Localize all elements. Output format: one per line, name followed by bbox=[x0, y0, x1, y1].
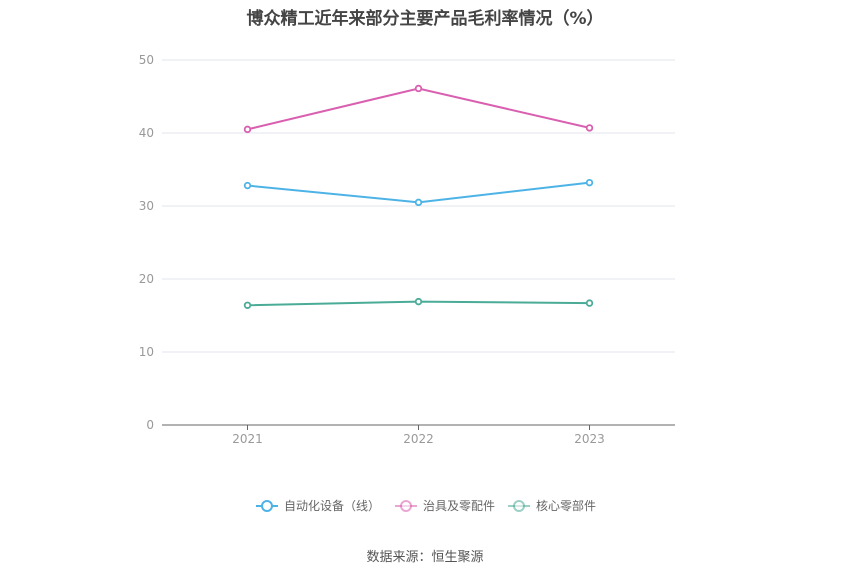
series-point-0[interactable] bbox=[414, 198, 423, 207]
x-tick-label: 2023 bbox=[574, 432, 605, 446]
y-tick-label: 0 bbox=[146, 418, 154, 432]
legend-label-0[interactable]: 自动化设备（线） bbox=[284, 499, 380, 513]
legend-label-1[interactable]: 治具及零配件 bbox=[423, 499, 495, 513]
series-point-1[interactable] bbox=[243, 125, 252, 134]
series-point-2[interactable] bbox=[414, 297, 423, 306]
y-tick-label: 10 bbox=[139, 345, 154, 359]
series-point-0[interactable] bbox=[243, 181, 252, 190]
series-point-1[interactable] bbox=[414, 84, 423, 93]
legend-marker-2[interactable] bbox=[513, 500, 525, 512]
chart-title: 博众精工近年来部分主要产品毛利率情况（%） bbox=[246, 9, 604, 29]
series-point-1[interactable] bbox=[585, 124, 594, 132]
legend-label-2[interactable]: 核心零部件 bbox=[536, 498, 596, 513]
series-point-2[interactable] bbox=[243, 301, 252, 309]
series-point-0[interactable] bbox=[585, 178, 594, 187]
series-point-2[interactable] bbox=[585, 299, 594, 307]
series-line-1 bbox=[247, 87, 590, 131]
x-tick-label: 2021 bbox=[232, 432, 263, 446]
legend-marker-0[interactable] bbox=[261, 500, 273, 512]
x-tick-label: 2022 bbox=[403, 432, 434, 446]
legend-marker-1[interactable] bbox=[400, 500, 412, 512]
y-tick-label: 50 bbox=[139, 53, 154, 67]
y-tick-label: 30 bbox=[139, 199, 154, 213]
y-tick-label: 40 bbox=[139, 126, 154, 140]
y-tick-label: 20 bbox=[139, 272, 154, 286]
source-note: 数据来源：恒生聚源 bbox=[366, 550, 484, 565]
